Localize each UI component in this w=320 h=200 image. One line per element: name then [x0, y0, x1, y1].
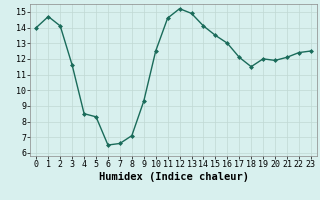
X-axis label: Humidex (Indice chaleur): Humidex (Indice chaleur) — [99, 172, 249, 182]
